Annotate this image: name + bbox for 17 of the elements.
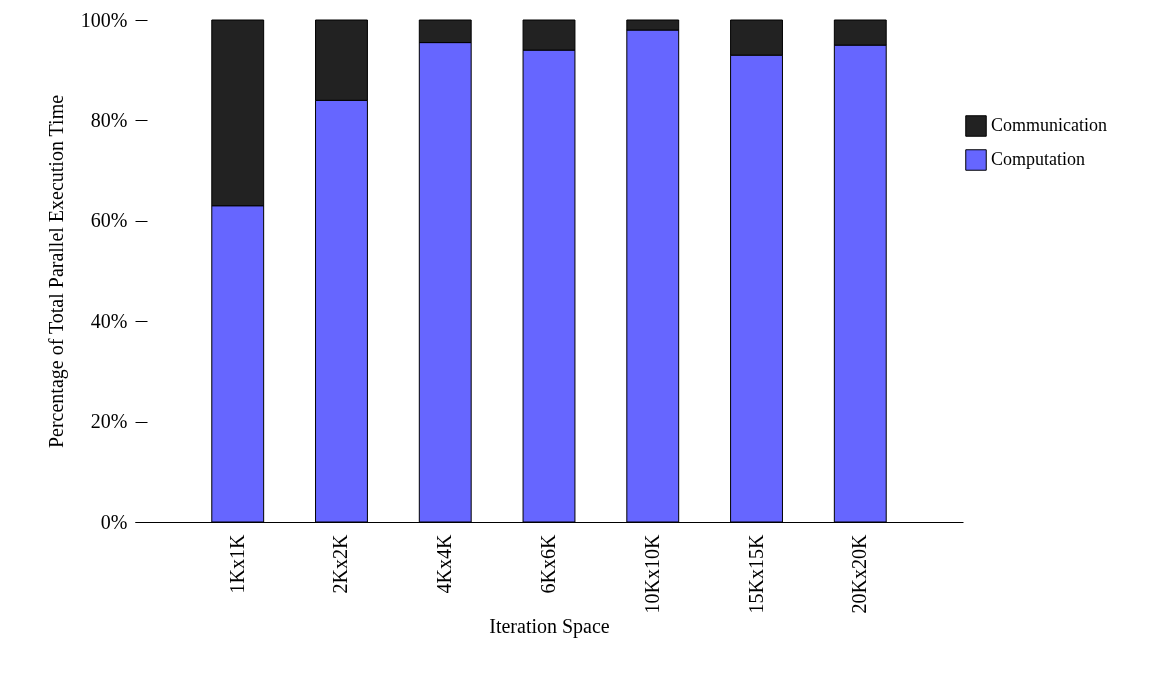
y-tick-label: 0%: [100, 510, 128, 533]
x-axis-title: Iteration Space: [489, 615, 610, 639]
y-tick-label: 80%: [90, 108, 128, 131]
x-tick-label: 6Kx6K: [537, 533, 559, 594]
y-axis-title: Percentage of Total Parallel Execution Time: [44, 94, 68, 449]
y-tick-label: 40%: [90, 309, 128, 332]
x-tick-label: 10Kx10K: [640, 533, 663, 614]
y-tick-label: 100%: [80, 8, 128, 31]
x-tick-label: 2Kx2K: [329, 533, 352, 594]
x-tick-label: 15Kx15K: [744, 533, 767, 614]
legend-label: Communication: [991, 115, 1107, 135]
y-tick-label: 60%: [90, 209, 128, 232]
x-tick-label: 20Kx20K: [848, 533, 871, 614]
x-tick-label: 4Kx4K: [433, 533, 456, 594]
legend-label: Computation: [991, 149, 1085, 169]
y-tick-label: 20%: [90, 410, 128, 433]
x-tick-label: 1Kx1K: [225, 533, 248, 594]
